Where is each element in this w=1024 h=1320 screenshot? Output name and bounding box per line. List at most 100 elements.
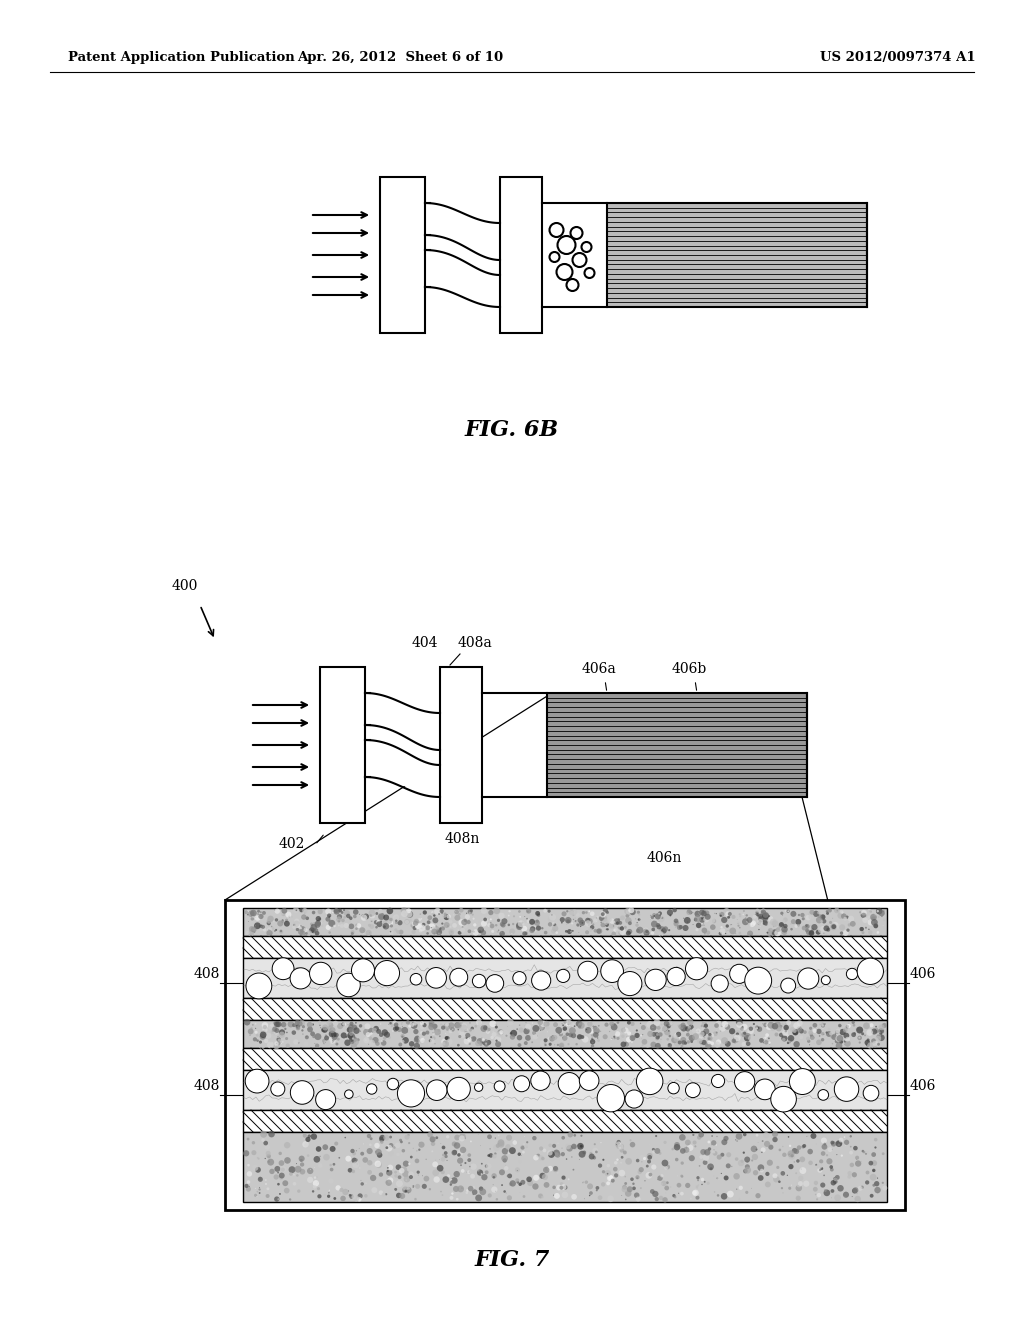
Circle shape [818, 927, 824, 933]
Circle shape [680, 1192, 684, 1196]
Circle shape [829, 1034, 835, 1039]
Circle shape [506, 1192, 507, 1193]
Circle shape [517, 1035, 522, 1040]
Circle shape [853, 1146, 858, 1151]
Circle shape [858, 1036, 860, 1039]
Circle shape [367, 1160, 373, 1166]
Circle shape [808, 912, 813, 917]
Circle shape [839, 1024, 842, 1027]
Circle shape [746, 921, 749, 923]
Circle shape [273, 1175, 279, 1180]
Circle shape [617, 1144, 624, 1150]
Circle shape [665, 1166, 668, 1170]
Circle shape [432, 1024, 437, 1030]
Circle shape [571, 1195, 577, 1200]
Circle shape [631, 920, 632, 921]
Circle shape [434, 1030, 435, 1031]
Circle shape [368, 1031, 370, 1032]
Circle shape [857, 958, 884, 985]
Circle shape [816, 1040, 821, 1045]
Circle shape [492, 1032, 497, 1038]
Circle shape [701, 917, 702, 920]
Circle shape [616, 1159, 618, 1160]
Circle shape [518, 920, 524, 927]
Circle shape [282, 1041, 284, 1043]
Circle shape [842, 911, 844, 913]
Circle shape [660, 1173, 664, 1177]
Circle shape [566, 1144, 572, 1151]
Circle shape [260, 923, 261, 924]
Circle shape [639, 1167, 644, 1172]
Circle shape [658, 1040, 662, 1044]
Circle shape [385, 1146, 388, 1150]
Circle shape [246, 973, 271, 999]
Circle shape [742, 1151, 744, 1154]
Circle shape [418, 1148, 421, 1151]
Circle shape [596, 929, 601, 933]
Circle shape [844, 1041, 846, 1043]
Circle shape [401, 1022, 403, 1023]
Circle shape [345, 1156, 351, 1162]
Circle shape [756, 1193, 761, 1199]
Circle shape [473, 923, 476, 927]
Circle shape [567, 929, 572, 935]
Circle shape [743, 1133, 746, 1137]
Circle shape [270, 1082, 285, 1096]
Circle shape [630, 911, 632, 913]
Circle shape [721, 1038, 728, 1044]
Circle shape [674, 1144, 680, 1151]
Circle shape [520, 1146, 524, 1150]
Circle shape [266, 927, 272, 933]
Circle shape [809, 1027, 812, 1030]
Circle shape [630, 1142, 635, 1147]
Circle shape [841, 913, 847, 919]
Circle shape [510, 1180, 516, 1187]
Circle shape [710, 1034, 714, 1038]
Circle shape [694, 1146, 696, 1147]
Circle shape [879, 1035, 885, 1041]
Circle shape [480, 1026, 487, 1032]
Circle shape [507, 1175, 510, 1177]
Circle shape [462, 1035, 464, 1038]
Text: 408a: 408a [458, 636, 493, 649]
Circle shape [798, 1181, 803, 1187]
Circle shape [420, 1031, 423, 1035]
Circle shape [830, 1180, 836, 1185]
Circle shape [836, 1035, 842, 1041]
Circle shape [246, 911, 250, 915]
Circle shape [831, 924, 837, 929]
Circle shape [751, 1159, 754, 1162]
Circle shape [585, 931, 589, 935]
Circle shape [831, 921, 839, 929]
Circle shape [778, 923, 784, 928]
Circle shape [731, 915, 735, 919]
Circle shape [743, 1035, 751, 1041]
Circle shape [799, 1028, 804, 1034]
Circle shape [651, 1032, 656, 1036]
Circle shape [591, 1044, 594, 1048]
Circle shape [838, 1040, 841, 1043]
Circle shape [511, 933, 513, 935]
Circle shape [400, 907, 408, 915]
Circle shape [823, 1189, 830, 1196]
Circle shape [354, 1032, 358, 1036]
Circle shape [773, 1022, 779, 1030]
Circle shape [723, 908, 730, 915]
Circle shape [632, 1183, 635, 1185]
Circle shape [647, 1155, 652, 1160]
Bar [243, 908, 887, 936]
Text: 406: 406 [910, 1078, 936, 1093]
Circle shape [260, 911, 261, 913]
Circle shape [575, 1022, 578, 1024]
Circle shape [580, 1071, 599, 1090]
Circle shape [544, 1039, 548, 1043]
Circle shape [882, 1181, 884, 1184]
Circle shape [428, 924, 435, 931]
Circle shape [382, 920, 388, 925]
Circle shape [578, 1143, 584, 1150]
Circle shape [591, 1034, 594, 1036]
Text: 422: 422 [341, 931, 365, 944]
Circle shape [625, 1090, 643, 1107]
Circle shape [712, 1135, 713, 1137]
Circle shape [247, 913, 249, 915]
